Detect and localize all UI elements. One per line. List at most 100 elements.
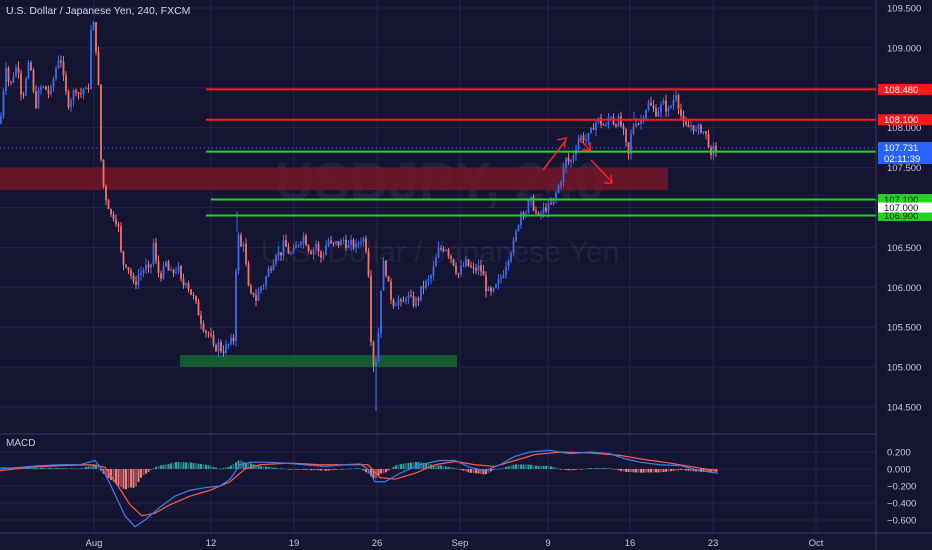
time-tick-label: Oct <box>809 538 824 549</box>
macd-hist-bar <box>180 462 182 469</box>
macd-hist-bar <box>412 462 415 469</box>
macd-hist-bar <box>140 469 142 478</box>
macd-hist-bar <box>585 468 587 470</box>
candle <box>292 244 295 255</box>
time-tick-label: 23 <box>708 538 719 549</box>
candle <box>505 261 507 279</box>
macd-hist-bar <box>615 469 617 470</box>
horizontal-levels[interactable] <box>206 88 876 217</box>
candle <box>415 296 417 309</box>
macd-hist-bar <box>145 469 147 474</box>
macd-hist-bar <box>362 469 365 471</box>
macd-axis[interactable]: 0.200 0.000 −0.200 −0.400 −0.600 <box>887 448 916 527</box>
candle <box>407 291 410 304</box>
macd-hist-bar <box>535 465 537 469</box>
macd-hist-bar <box>657 469 660 473</box>
macd-hist-bar <box>42 467 45 469</box>
macd-hist-bar <box>407 462 410 469</box>
last-price-label: 107.731 <box>884 143 918 154</box>
candle <box>392 298 395 309</box>
candle <box>265 275 267 290</box>
candle <box>462 261 465 268</box>
annotation-arrows[interactable] <box>542 137 613 184</box>
candle <box>347 240 350 249</box>
price-tick-label: 108.000 <box>887 123 921 134</box>
price-tick-label: 107.500 <box>887 163 921 174</box>
candle <box>42 85 45 89</box>
candle <box>132 272 135 285</box>
macd-hist-bar <box>525 464 527 469</box>
macd-hist-bar <box>347 468 350 470</box>
candle <box>570 158 572 168</box>
macd-hist-bar <box>555 467 557 469</box>
macd-hist-bar <box>627 469 630 473</box>
candle <box>152 238 155 267</box>
macd-hist-bar <box>157 466 160 469</box>
macd-hist-bar <box>147 469 150 472</box>
candle <box>490 285 492 296</box>
candle <box>352 238 355 250</box>
candle <box>310 249 312 255</box>
macd-tick-label: −0.400 <box>887 499 916 510</box>
macd-hist-bar <box>685 469 687 471</box>
macd-hist-bar <box>217 468 220 470</box>
candle <box>150 263 152 274</box>
macd-hist-bar <box>482 469 485 475</box>
candle <box>5 62 7 96</box>
candle <box>690 119 692 132</box>
macd-hist-bar <box>357 468 360 469</box>
macd-hist-bar <box>125 469 127 490</box>
macd-hist-bar <box>40 467 42 469</box>
candle <box>262 284 265 290</box>
candle <box>465 256 467 268</box>
time-axis[interactable]: Aug 12 19 26 Sep 9 16 23 Oct <box>86 538 824 549</box>
macd-hist-bar <box>637 469 640 473</box>
macd-hist-bar <box>205 464 207 469</box>
candle <box>330 236 332 245</box>
candle <box>120 222 122 254</box>
candle <box>685 116 687 127</box>
candle <box>615 123 617 128</box>
macd-hist-bar <box>322 469 325 471</box>
macd-hist-bar <box>230 465 232 469</box>
candle <box>525 210 527 218</box>
candle <box>475 263 477 275</box>
macd-hist-bar <box>457 469 460 470</box>
candle <box>500 274 502 284</box>
candle <box>180 264 182 282</box>
candle <box>192 291 195 300</box>
candle <box>705 130 707 140</box>
candle <box>370 270 372 346</box>
candle <box>395 302 397 307</box>
candle <box>107 199 110 209</box>
macd-hist-bar <box>460 469 462 470</box>
macd-hist-bar <box>437 465 440 469</box>
macd-hist-bar <box>45 467 47 469</box>
candle <box>697 123 700 135</box>
candle <box>65 71 67 95</box>
macd-line <box>0 449 719 528</box>
macd-hist-bar <box>302 469 305 470</box>
macd-hist-bar <box>575 469 577 470</box>
macd-hist-bar <box>425 463 427 469</box>
macd-hist-bar <box>602 468 605 469</box>
arrowhead-down-2-icon <box>604 174 613 184</box>
candle <box>125 264 127 269</box>
candle <box>20 69 22 101</box>
candle <box>427 275 430 287</box>
macd-hist-bar <box>327 469 330 471</box>
candle <box>512 237 515 257</box>
candle <box>527 199 530 214</box>
candle <box>225 339 227 355</box>
macd-hist-bar <box>342 469 345 470</box>
candle <box>267 265 270 278</box>
candle <box>105 184 107 206</box>
candle <box>62 56 65 81</box>
macd-hist-bar <box>270 467 272 469</box>
candle <box>647 99 650 112</box>
macd-hist-bar <box>397 464 400 469</box>
macd-hist-bar <box>610 468 612 469</box>
time-tick-label: 26 <box>372 538 383 549</box>
candle <box>175 267 177 275</box>
macd-hist-bar <box>400 463 402 469</box>
